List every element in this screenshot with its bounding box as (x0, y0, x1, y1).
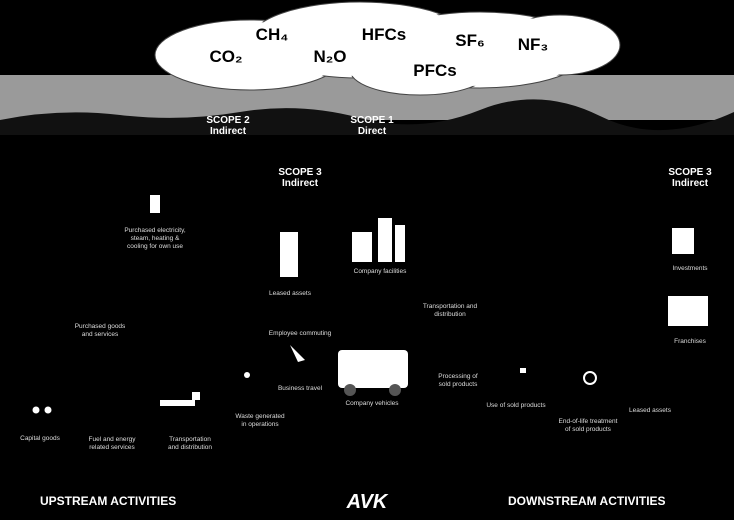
gas: CO₂ (209, 47, 242, 66)
footer-left: UPSTREAM ACTIVITIES (40, 494, 176, 508)
gas: N₂O (313, 47, 346, 66)
activity-label: Investments (672, 265, 708, 272)
activity-label: steam, heating & (131, 235, 180, 242)
activity-label: End-of-life treatment (559, 418, 618, 425)
activity-label: and distribution (168, 444, 212, 451)
cloud-fill (157, 4, 618, 93)
gas: SF₆ (455, 31, 484, 50)
scope-title: SCOPE 2 (206, 115, 250, 126)
gas: PFCs (413, 61, 456, 80)
icons (32, 195, 708, 414)
activity-label: distribution (434, 311, 466, 318)
activity-label: Company vehicles (345, 400, 399, 407)
activity-label: cooling for own use (127, 243, 183, 250)
activity-label: Leased assets (629, 407, 672, 414)
activity-label: Capital goods (20, 435, 60, 442)
scope-subtitle: Indirect (282, 178, 319, 189)
activity-label: Franchises (674, 338, 707, 345)
activity-label: Purchased goods (75, 323, 126, 330)
activity-label: Transportation and (423, 303, 478, 310)
landscape (0, 99, 734, 135)
activity-label: in operations (241, 421, 279, 428)
gas: NF₃ (518, 35, 549, 54)
activity-label: Use of sold products (486, 402, 546, 409)
footer-right: DOWNSTREAM ACTIVITIES (508, 494, 666, 508)
scope-title: SCOPE 3 (278, 167, 322, 178)
activity-label: and services (82, 331, 119, 338)
activity-label: Company facilities (354, 268, 407, 275)
scope-subtitle: Direct (358, 126, 387, 137)
activity-label: Waste generated (235, 413, 285, 420)
activity-label: sold products (439, 381, 478, 388)
activity-label: Leased assets (269, 290, 312, 297)
activity-label: of sold products (565, 426, 612, 433)
gas: CH₄ (256, 25, 289, 44)
scope-title: SCOPE 3 (668, 167, 712, 178)
activity-label: Business travel (278, 385, 323, 392)
scope-subtitle: Indirect (672, 178, 709, 189)
scope-subtitle: Indirect (210, 126, 247, 137)
logo: AVK (346, 491, 389, 513)
activity-label: Fuel and energy (89, 436, 137, 443)
scope-title: SCOPE 1 (350, 115, 394, 126)
activity-label: Processing of (438, 373, 478, 380)
activity-label: related services (89, 444, 135, 451)
activity-label: Transportation (169, 436, 211, 443)
gas: HFCs (362, 25, 406, 44)
activity-label: Employee commuting (269, 330, 332, 337)
activity-label: Purchased electricity, (124, 227, 185, 234)
activities: Purchased electricity,steam, heating &co… (20, 227, 708, 451)
